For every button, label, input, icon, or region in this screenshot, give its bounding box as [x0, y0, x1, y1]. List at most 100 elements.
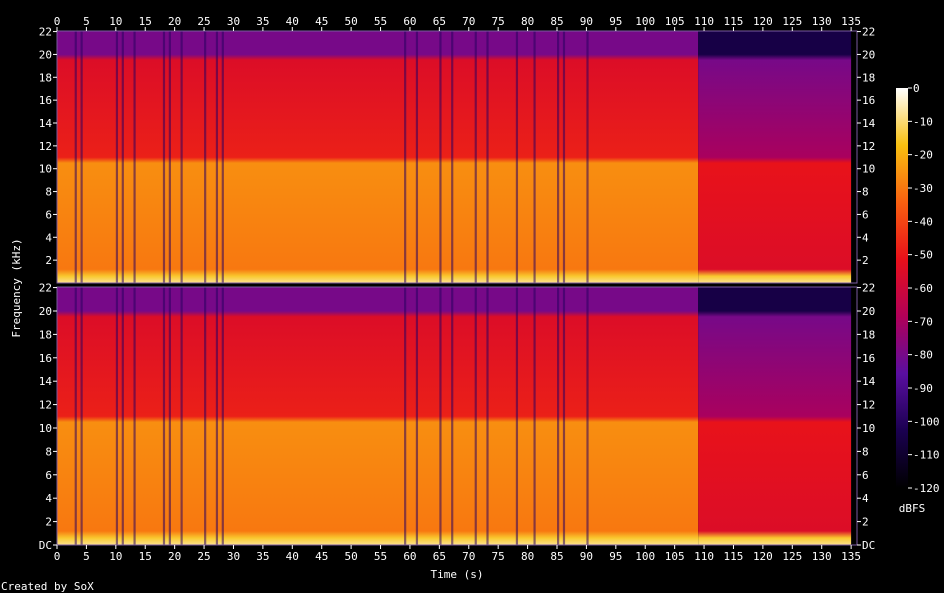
x-tick-label-bottom: 105: [665, 550, 685, 563]
colorbar-tick-label: -30: [913, 182, 933, 195]
x-tick-label-bottom: 125: [782, 550, 802, 563]
y-tick-label-right: 4: [862, 231, 869, 244]
x-tick-label-bottom: 50: [344, 550, 357, 563]
quiet-gap: [221, 31, 224, 283]
quiet-gap: [533, 287, 536, 545]
x-tick-label-bottom: 75: [492, 550, 505, 563]
y-tick-label-left: 14: [39, 117, 53, 130]
y-tick-label-left: 6: [45, 469, 52, 482]
y-tick-label-left: 16: [39, 94, 52, 107]
colorbar-tick-label: -60: [913, 282, 933, 295]
x-tick-label-top: 90: [580, 15, 593, 28]
x-tick-label-bottom: 25: [197, 550, 210, 563]
x-tick-label-bottom: 80: [521, 550, 534, 563]
x-tick-label-bottom: 100: [635, 550, 655, 563]
quiet-gap: [562, 31, 566, 283]
y-tick-label-left: 8: [45, 186, 52, 199]
colorbar-ticks: 0 -10 -20 -30 -40 -50 -60 -70 -80 -90 -100 -110 -120: [908, 82, 940, 495]
quiet-gap: [515, 287, 519, 545]
quiet-gap: [415, 287, 419, 545]
x-tick-label-top: 95: [609, 15, 622, 28]
x-tick-label-top: 35: [256, 15, 269, 28]
quiet-gap: [451, 287, 454, 545]
x-tick-label-top: 60: [403, 15, 416, 28]
x-tick-label-bottom: 35: [256, 550, 269, 563]
y-tick-label-left: 20: [39, 305, 52, 318]
y-tick-label-right: 4: [862, 492, 869, 505]
y-axis-label: Frequency (kHz): [10, 238, 23, 337]
x-tick-label-top: 5: [83, 15, 90, 28]
quiet-gap: [404, 287, 407, 545]
quiet-gap: [204, 31, 207, 283]
y-tick-label-left: 18: [39, 328, 52, 341]
colorbar-tick-label: -80: [913, 349, 933, 362]
segment-0: [57, 31, 699, 283]
x-tick-label-bottom: 110: [694, 550, 714, 563]
quiet-gap: [121, 31, 124, 283]
x-tick-label-top: 10: [109, 15, 122, 28]
quiet-gap: [74, 31, 77, 283]
y-tick-label-left: 22: [39, 282, 52, 295]
x-tick-label-top: 40: [286, 15, 299, 28]
y-axis-left: 2 4 6 8 10 12 14 16 18 20 22 DC 2 4 6 8 10 12 14 16 18 20 22: [39, 26, 57, 552]
quiet-gap: [133, 31, 136, 283]
quiet-gap: [404, 31, 407, 283]
x-tick-label-top: 115: [724, 15, 744, 28]
x-tick-label-bottom: 15: [139, 550, 152, 563]
x-tick-label-bottom: 85: [550, 550, 563, 563]
x-tick-label-bottom: 40: [286, 550, 299, 563]
colorbar-tick-label: -120: [913, 482, 940, 495]
x-tick-label-bottom: 120: [753, 550, 773, 563]
quiet-gap: [80, 287, 83, 545]
x-tick-label-bottom: 95: [609, 550, 622, 563]
y-tick-label-left: 2: [45, 254, 52, 267]
x-tick-label-top: 125: [782, 15, 802, 28]
quiet-gap: [168, 287, 171, 545]
colorbar-tick-label: -10: [913, 115, 933, 128]
x-tick-label-bottom: 135: [841, 550, 861, 563]
x-tick-label-top: 80: [521, 15, 534, 28]
quiet-gap: [562, 287, 566, 545]
x-tick-label-bottom: 45: [315, 550, 328, 563]
y-tick-label-left: 4: [45, 231, 52, 244]
x-tick-label-top: 15: [139, 15, 152, 28]
x-tick-label-bottom: 70: [462, 550, 475, 563]
y-tick-label-right: 22: [862, 282, 875, 295]
y-tick-label-right: 2: [862, 516, 869, 529]
y-tick-label-right: 14: [862, 375, 876, 388]
x-tick-label-bottom: 60: [403, 550, 416, 563]
quiet-gap: [486, 287, 489, 545]
quiet-gap: [204, 287, 207, 545]
colorbar: [896, 88, 908, 488]
x-tick-label-top: 110: [694, 15, 714, 28]
quiet-gap: [162, 287, 166, 545]
x-tick-label-bottom: 115: [724, 550, 744, 563]
segment-1: [698, 31, 852, 283]
quiet-gap: [515, 31, 519, 283]
x-tick-label-top: 120: [753, 15, 773, 28]
colorbar-tick-label: 0: [913, 82, 920, 95]
colorbar-tick-label: -40: [913, 215, 933, 228]
segment-1: [698, 287, 852, 545]
y-axis-right: 2 4 6 8 10 12 14 16 18 20 22 DC 2 4 6 8 10 12 14 16 18 20 22: [857, 26, 876, 552]
quiet-gap: [451, 31, 454, 283]
x-tick-label-bottom: 30: [227, 550, 240, 563]
y-tick-label-left: 20: [39, 48, 52, 61]
quiet-gap: [533, 31, 536, 283]
y-tick-label-right: DC: [862, 539, 875, 552]
quiet-gap: [474, 31, 477, 283]
y-tick-label-right: 6: [862, 208, 869, 221]
x-tick-label-bottom: 90: [580, 550, 593, 563]
quiet-gap: [180, 287, 183, 545]
quiet-gap: [180, 31, 183, 283]
y-tick-label-right: 2: [862, 254, 869, 267]
y-tick-label-right: 20: [862, 48, 875, 61]
x-tick-label-top: 105: [665, 15, 685, 28]
quiet-gap: [557, 31, 560, 283]
y-tick-label-left: DC: [39, 539, 52, 552]
y-tick-label-left: 8: [45, 445, 52, 458]
colorbar-label: dBFS: [899, 502, 926, 515]
quiet-gap: [121, 287, 124, 545]
x-tick-label-top: 130: [812, 15, 832, 28]
